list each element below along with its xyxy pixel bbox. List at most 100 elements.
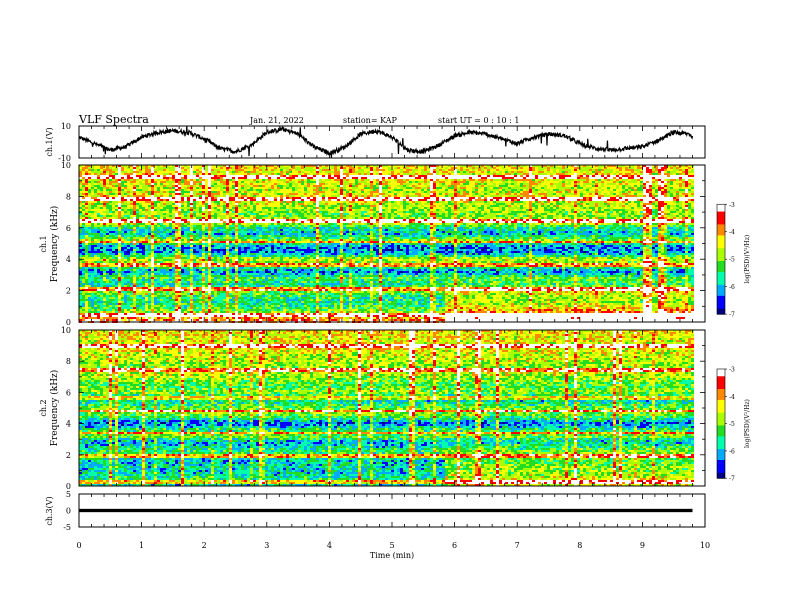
spectrogram-cell <box>85 291 88 293</box>
spectrogram-cell <box>97 315 100 317</box>
spectrogram-cell <box>88 293 91 295</box>
spectrogram-cell <box>130 263 133 265</box>
spectrogram-cell <box>97 311 100 313</box>
spectrogram-cell <box>136 297 139 299</box>
ch1-waveform-plot <box>79 126 705 158</box>
spectrogram-cell <box>127 317 130 319</box>
spectrogram-cell <box>121 203 124 205</box>
spectrogram-cell <box>94 213 97 215</box>
spectrogram-cell <box>109 197 112 199</box>
spectrogram-cell <box>100 183 103 185</box>
spectrogram-cell <box>94 283 97 285</box>
spectrogram-cell <box>121 225 124 227</box>
spectrogram-cell <box>91 207 94 209</box>
spectrogram-cell <box>115 211 118 213</box>
spectrogram-cell <box>130 261 133 263</box>
spectrogram-cell <box>97 181 100 183</box>
spectrogram-cell <box>127 207 130 209</box>
spectrogram-cell <box>115 307 118 309</box>
spectrogram-cell <box>106 295 109 297</box>
spectrogram-cell <box>127 211 130 213</box>
spectrogram-cell <box>97 187 100 189</box>
spectrogram-cell <box>100 169 103 171</box>
spectrogram-cell <box>112 219 115 221</box>
spectrogram-cell <box>115 261 118 263</box>
spectrogram-cell <box>85 191 88 193</box>
spectrogram-cell <box>82 303 85 305</box>
spectrogram-cell <box>97 261 100 263</box>
spectrogram-cell <box>97 293 100 295</box>
spectrogram-cell <box>82 287 85 289</box>
spectrogram-cell <box>133 283 136 285</box>
spectrogram-cell <box>88 177 91 179</box>
spectrogram-cell <box>115 293 118 295</box>
spectrogram-cell <box>133 247 136 249</box>
spectrogram-cell <box>130 315 133 317</box>
spectrogram-cell <box>100 301 103 303</box>
spectrogram-cell <box>94 215 97 217</box>
spectrogram-cell <box>100 295 103 297</box>
spectrogram-cell <box>82 275 85 277</box>
spectrogram-cell <box>127 189 130 191</box>
spectrogram-cell <box>127 259 130 261</box>
spectrogram-cell <box>88 245 91 247</box>
spectrogram-cell <box>97 235 100 237</box>
spectrogram-cell <box>106 185 109 187</box>
spectrogram-cell <box>136 283 139 285</box>
spectrogram-cell <box>97 175 100 177</box>
spectrogram-cell <box>103 213 106 215</box>
spectrogram-cell <box>91 217 94 219</box>
spectrogram-cell <box>115 197 118 199</box>
spectrogram-cell <box>106 169 109 171</box>
spectrogram-cell <box>112 251 115 253</box>
spectrogram-cell <box>112 253 115 255</box>
spectrogram-cell <box>97 277 100 279</box>
spectrogram-cell <box>121 315 124 317</box>
spectrogram-cell <box>100 191 103 193</box>
spectrogram-cell <box>85 269 88 271</box>
spectrogram-cell <box>136 249 139 251</box>
spectrogram-cell <box>112 281 115 283</box>
spectrogram-cell <box>121 195 124 197</box>
spectrogram-cell <box>127 249 130 251</box>
spectrogram-cell <box>103 277 106 279</box>
spectrogram-cell <box>121 173 124 175</box>
spectrogram-cell <box>130 317 133 319</box>
spectrogram-cell <box>100 285 103 287</box>
spectrogram-cell <box>85 207 88 209</box>
spectrogram-cell <box>130 167 133 169</box>
spectrogram-cell <box>88 295 91 297</box>
spectrogram-cell <box>109 167 112 169</box>
spectrogram-cell <box>124 241 127 243</box>
spectrogram-cell <box>130 183 133 185</box>
spectrogram-cell <box>136 233 139 235</box>
spectrogram-cell <box>130 251 133 253</box>
spectrogram-cell <box>103 253 106 255</box>
spectrogram-cell <box>136 251 139 253</box>
spectrogram-cell <box>112 177 115 179</box>
spectrogram-cell <box>130 193 133 195</box>
spectrogram-cell <box>109 223 112 225</box>
spectrogram-cell <box>85 217 88 219</box>
spectrogram-cell <box>118 309 121 311</box>
spectrogram-cell <box>100 315 103 317</box>
spectrogram-cell <box>124 319 127 321</box>
spectrogram-cell <box>88 229 91 231</box>
spectrogram-cell <box>88 257 91 259</box>
spectrogram-cell <box>115 213 118 215</box>
spectrogram-cell <box>103 297 106 299</box>
spectrogram-cell <box>136 171 139 173</box>
spectrogram-cell <box>88 205 91 207</box>
spectrogram-cell <box>100 171 103 173</box>
spectrogram-cell <box>94 287 97 289</box>
spectrogram-cell <box>94 201 97 203</box>
spectrogram-cell <box>103 305 106 307</box>
spectrogram-cell <box>97 255 100 257</box>
spectrogram-cell <box>121 281 124 283</box>
spectrogram-cell <box>133 203 136 205</box>
spectrogram-cell <box>100 255 103 257</box>
spectrogram-cell <box>112 227 115 229</box>
spectrogram-cell <box>112 269 115 271</box>
spectrogram-cell <box>94 291 97 293</box>
spectrogram-cell <box>82 291 85 293</box>
